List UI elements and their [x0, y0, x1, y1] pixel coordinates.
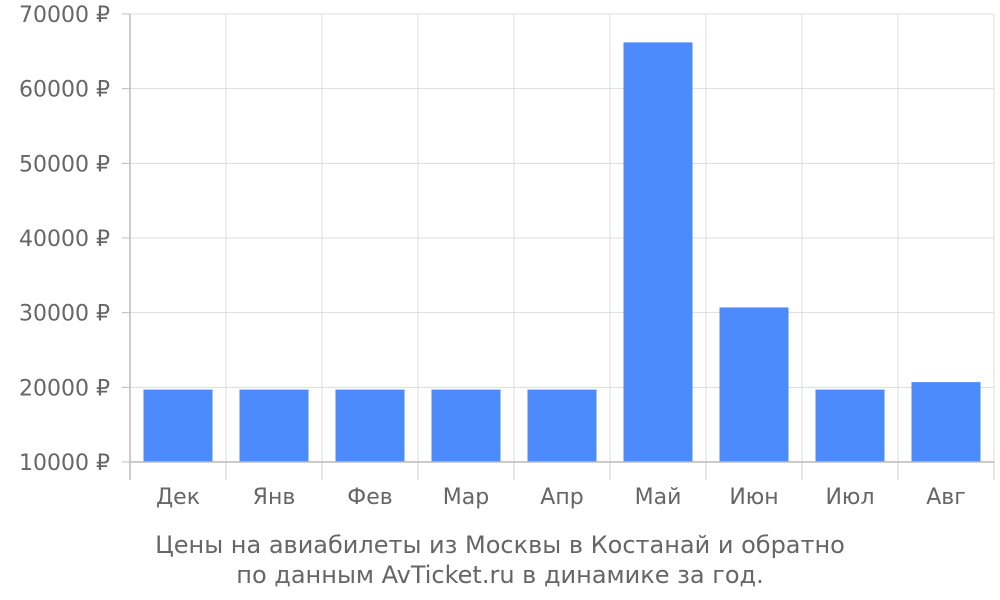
x-tick-label: Янв: [253, 485, 296, 510]
x-tick-label: Авг: [926, 485, 966, 510]
chart-caption-line-2: по данным AvTicket.ru в динамике за год.: [236, 561, 764, 589]
bar: [431, 389, 501, 462]
chart-caption-line-1: Цены на авиабилеты из Москвы в Костанай …: [155, 531, 845, 559]
y-tick-label: 10000 ₽: [19, 451, 110, 476]
x-tick-label: Дек: [156, 485, 200, 510]
bar: [143, 389, 213, 462]
bar: [623, 42, 693, 463]
x-tick-label: Мар: [443, 485, 489, 510]
y-tick-labels: 10000 ₽ 20000 ₽ 30000 ₽ 40000 ₽ 50000 ₽ 60000…: [19, 3, 110, 476]
y-tick-label: 70000 ₽: [19, 3, 110, 28]
bar: [335, 389, 405, 462]
axes: [122, 13, 995, 480]
bar: [239, 389, 309, 462]
bar: [527, 389, 597, 462]
bar: [815, 389, 885, 462]
bars: [143, 42, 981, 463]
y-tick-label: 20000 ₽: [19, 376, 110, 401]
y-tick-label: 40000 ₽: [19, 227, 110, 252]
y-tick-label: 60000 ₽: [19, 78, 110, 103]
x-tick-label: Июн: [729, 485, 778, 510]
x-tick-label: Апр: [540, 485, 583, 510]
grid-lines: [129, 13, 995, 463]
y-tick-label: 30000 ₽: [19, 302, 110, 327]
x-tick-label: Фев: [347, 485, 392, 510]
bar: [719, 307, 789, 462]
bar-chart: 10000 ₽ 20000 ₽ 30000 ₽ 40000 ₽ 50000 ₽ 60000…: [19, 3, 995, 510]
x-tick-label: Июл: [825, 485, 874, 510]
bar: [911, 382, 981, 462]
x-tick-label: Май: [635, 485, 682, 510]
x-tick-labels: Дек Янв Фев Мар Апр Май Июн Июл Авг: [156, 485, 966, 510]
y-tick-label: 50000 ₽: [19, 152, 110, 177]
